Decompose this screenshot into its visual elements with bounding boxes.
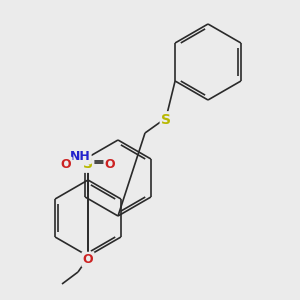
Text: S: S <box>161 112 171 127</box>
Text: O: O <box>105 158 115 171</box>
Text: S: S <box>83 158 93 172</box>
Text: NH: NH <box>70 150 90 163</box>
Text: O: O <box>83 253 93 266</box>
Text: O: O <box>61 158 71 171</box>
